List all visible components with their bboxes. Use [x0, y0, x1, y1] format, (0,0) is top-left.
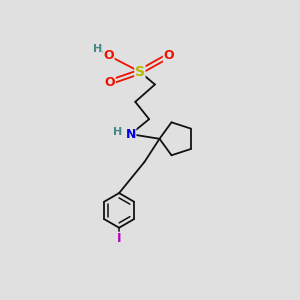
Text: S: S — [135, 65, 145, 79]
Text: H: H — [92, 44, 102, 54]
Text: O: O — [164, 49, 174, 62]
Text: O: O — [103, 49, 114, 62]
Text: I: I — [117, 232, 121, 245]
Text: H: H — [113, 127, 123, 137]
Text: O: O — [104, 76, 115, 89]
Text: N: N — [125, 128, 136, 141]
